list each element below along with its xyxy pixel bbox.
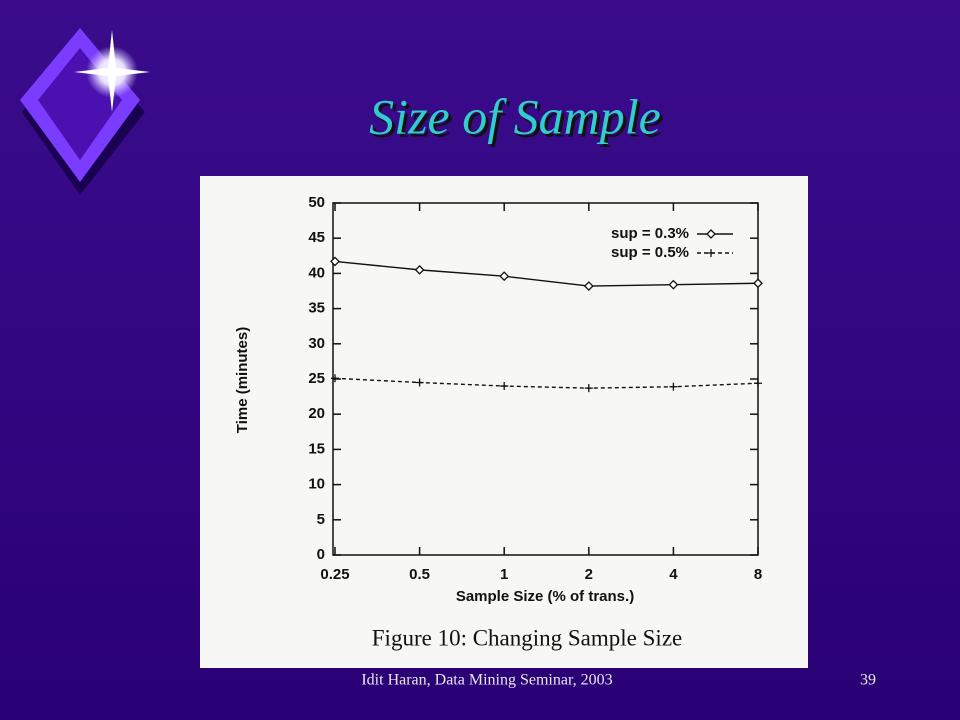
y-tick-label: 10 xyxy=(308,476,325,493)
y-axis-label: Time (minutes) xyxy=(234,327,251,433)
footer: Idit Haran, Data Mining Seminar, 2003 xyxy=(361,672,612,689)
title-shadow: Size of Sample xyxy=(372,91,664,147)
point xyxy=(707,249,715,257)
point xyxy=(414,264,425,275)
logo xyxy=(20,28,150,195)
y-tick-label: 20 xyxy=(308,405,325,422)
y-tick-label: 45 xyxy=(308,229,325,246)
point xyxy=(706,229,716,239)
chart-figure xyxy=(200,176,808,668)
x-tick-label: 1 xyxy=(500,566,508,583)
x-tick-label: 0.5 xyxy=(409,566,430,583)
y-tick-label: 40 xyxy=(308,264,325,281)
x-tick-label: 2 xyxy=(585,566,593,583)
y-tick-label: 25 xyxy=(308,370,325,387)
x-tick-label: 4 xyxy=(669,566,678,583)
slide-title: Size of Sample xyxy=(369,88,661,144)
x-axis-label: Sample Size (% of trans.) xyxy=(456,588,634,605)
point xyxy=(499,271,510,282)
point xyxy=(668,279,679,290)
point xyxy=(500,382,509,391)
y-tick-label: 5 xyxy=(317,511,325,528)
point xyxy=(583,281,594,291)
y-tick-label: 50 xyxy=(308,194,325,211)
series-line xyxy=(334,260,759,287)
point xyxy=(415,378,424,387)
point xyxy=(753,278,763,289)
page-number: 39 xyxy=(860,672,876,689)
y-tick-label: 30 xyxy=(308,335,325,352)
figure-caption: Figure 10: Changing Sample Size xyxy=(372,625,682,650)
point xyxy=(584,384,593,393)
y-tick-label: 0 xyxy=(317,546,325,563)
y-tick-label: 15 xyxy=(308,440,325,457)
x-tick-label: 8 xyxy=(754,566,762,583)
x-tick-label: 0.25 xyxy=(320,566,349,583)
point xyxy=(669,382,678,391)
y-tick-label: 35 xyxy=(308,300,325,317)
point xyxy=(331,374,339,383)
legend-label: sup = 0.5% xyxy=(611,244,689,261)
point xyxy=(754,379,762,388)
series-line xyxy=(334,377,759,389)
legend-label: sup = 0.3% xyxy=(611,225,689,242)
point xyxy=(330,256,340,267)
